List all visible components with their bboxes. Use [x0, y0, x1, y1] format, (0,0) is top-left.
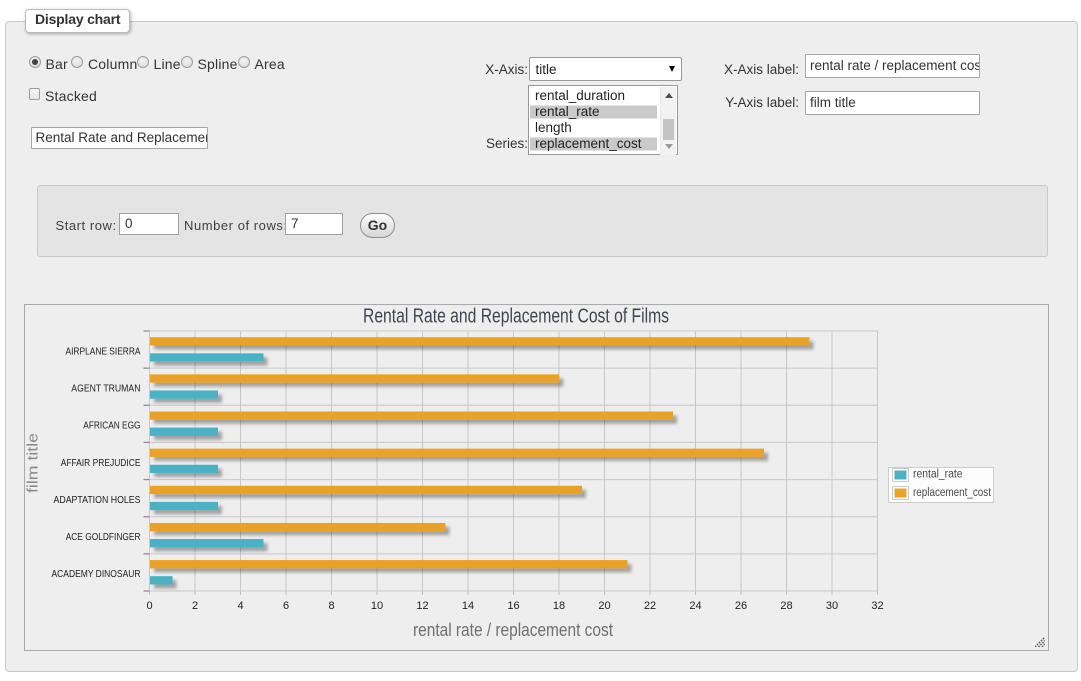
- svg-text:ACADEMY DINOSAUR: ACADEMY DINOSAUR: [52, 569, 141, 580]
- svg-text:AIRPLANE SIERRA: AIRPLANE SIERRA: [66, 346, 141, 357]
- svg-text:22: 22: [644, 600, 656, 612]
- svg-text:rental_rate: rental_rate: [913, 469, 963, 481]
- svg-text:6: 6: [283, 600, 289, 612]
- svg-text:film title: film title: [26, 433, 42, 493]
- svg-text:AFFAIR PREJUDICE: AFFAIR PREJUDICE: [61, 458, 141, 469]
- svg-text:10: 10: [371, 600, 383, 612]
- svg-text:24: 24: [689, 600, 701, 612]
- svg-text:0: 0: [146, 600, 152, 612]
- svg-text:ADAPTATION HOLES: ADAPTATION HOLES: [54, 495, 141, 506]
- svg-text:30: 30: [826, 600, 838, 612]
- svg-text:32: 32: [871, 600, 883, 612]
- svg-text:AGENT TRUMAN: AGENT TRUMAN: [71, 384, 140, 395]
- svg-text:replacement_cost: replacement_cost: [913, 487, 992, 499]
- svg-text:28: 28: [780, 600, 792, 612]
- svg-text:16: 16: [507, 600, 519, 612]
- svg-text:AFRICAN EGG: AFRICAN EGG: [83, 421, 140, 432]
- svg-text:rental rate / replacement cost: rental rate / replacement cost: [413, 620, 613, 640]
- svg-text:8: 8: [328, 600, 334, 612]
- svg-text:4: 4: [237, 600, 243, 612]
- svg-text:2: 2: [192, 600, 198, 612]
- svg-text:18: 18: [553, 600, 565, 612]
- svg-text:ACE GOLDFINGER: ACE GOLDFINGER: [66, 532, 141, 543]
- svg-text:12: 12: [416, 600, 428, 612]
- svg-text:14: 14: [462, 600, 474, 612]
- svg-text:26: 26: [735, 600, 747, 612]
- svg-text:Rental Rate and Replacement Co: Rental Rate and Replacement Cost of Film…: [363, 306, 669, 328]
- svg-text:20: 20: [598, 600, 610, 612]
